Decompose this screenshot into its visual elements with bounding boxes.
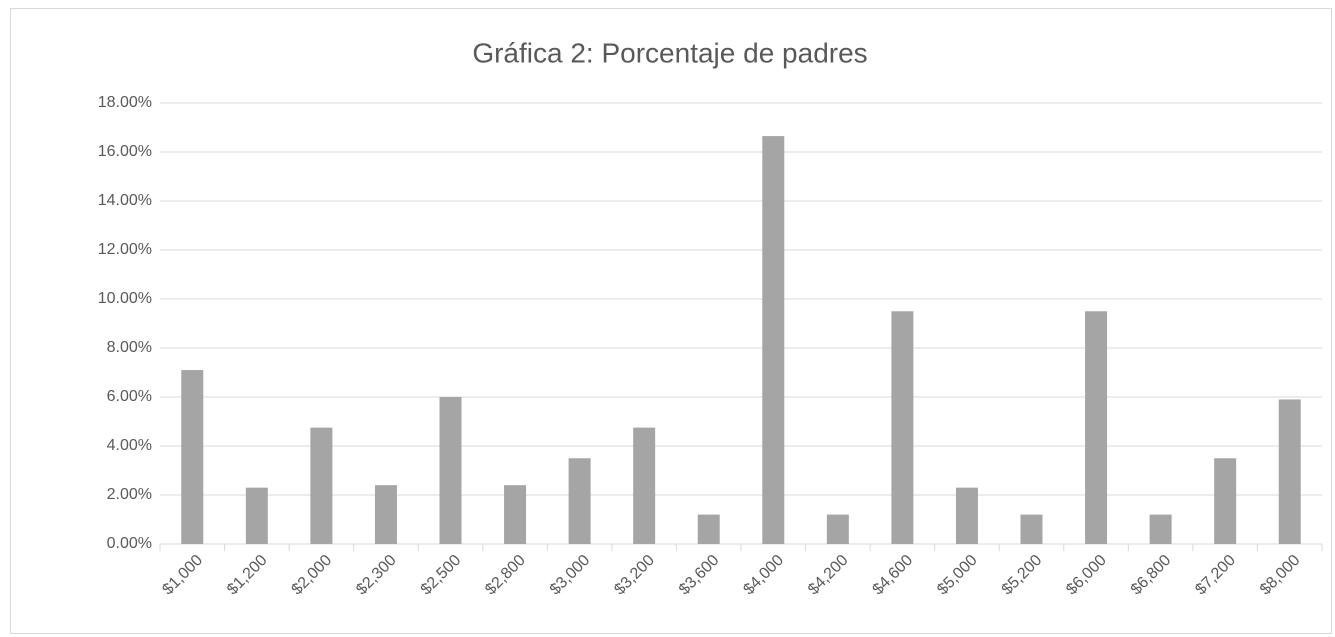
bar xyxy=(310,427,333,544)
y-tick-label: 6.00% xyxy=(107,388,152,405)
bar xyxy=(955,487,978,544)
bar xyxy=(1020,514,1043,544)
bar xyxy=(891,311,914,544)
bar xyxy=(1278,399,1301,544)
bar xyxy=(697,514,720,544)
bar xyxy=(826,514,849,544)
y-tick-label: 14.00% xyxy=(98,192,152,209)
y-tick-label: 4.00% xyxy=(107,437,152,454)
y-tick-label: 12.00% xyxy=(98,241,152,258)
bar xyxy=(504,485,527,544)
y-tick-label: 16.00% xyxy=(98,143,152,160)
bar xyxy=(762,136,785,544)
y-tick-label: 8.00% xyxy=(107,339,152,356)
bar xyxy=(1085,311,1108,544)
chart-border xyxy=(10,8,1332,634)
y-tick-label: 18.00% xyxy=(98,94,152,111)
bar xyxy=(633,427,656,544)
y-tick-label: 0.00% xyxy=(107,535,152,552)
bar xyxy=(245,487,268,544)
chart-title: Gráfica 2: Porcentaje de padres xyxy=(472,37,867,68)
y-tick-label: 10.00% xyxy=(98,290,152,307)
y-tick-label: 2.00% xyxy=(107,486,152,503)
bar xyxy=(1214,458,1237,544)
bar xyxy=(181,370,204,544)
bar xyxy=(374,485,397,544)
bar xyxy=(439,397,462,544)
bar xyxy=(568,458,591,544)
bar xyxy=(1149,514,1172,544)
